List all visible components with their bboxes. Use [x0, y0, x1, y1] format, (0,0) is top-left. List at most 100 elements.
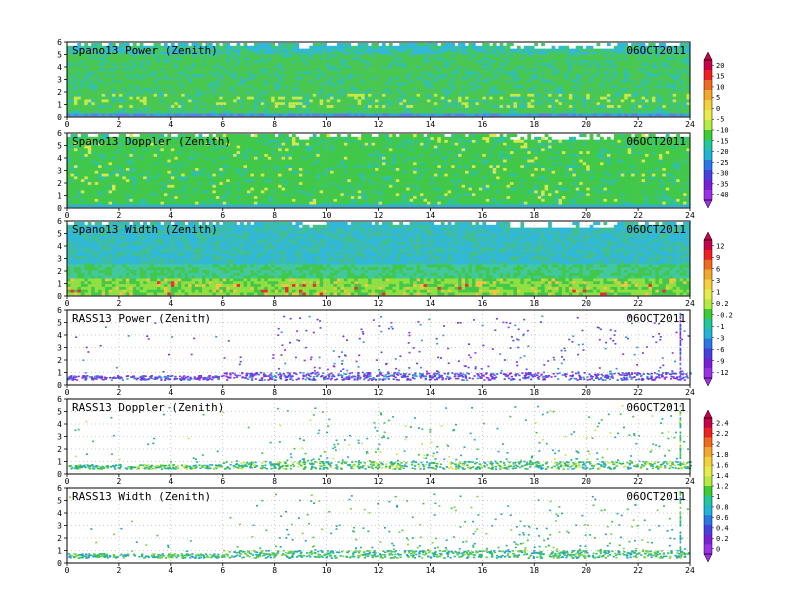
heatmap-cell [119, 110, 123, 113]
heatmap-cell [306, 85, 310, 88]
heatmap-cell [406, 96, 410, 99]
heatmap-cell [178, 94, 182, 97]
heatmap-cell [427, 204, 431, 207]
heatmap-cell [223, 51, 227, 54]
heatmap-cell [441, 43, 445, 46]
heatmap-cell [669, 96, 673, 99]
heatmap-cell [271, 80, 275, 83]
heatmap-cell [309, 110, 313, 113]
heatmap-cell [399, 91, 403, 94]
heatmap-cell [586, 80, 590, 83]
heatmap-cell [475, 68, 479, 71]
heatmap-cell [423, 94, 427, 97]
heatmap-cell [337, 49, 341, 52]
heatmap-cell [593, 57, 597, 60]
heatmap-cell [74, 57, 78, 60]
heatmap-cell [143, 68, 147, 71]
heatmap-cell [271, 43, 275, 46]
heatmap-cell [448, 54, 452, 57]
heatmap-cell [662, 82, 666, 85]
heatmap-cell [410, 46, 414, 49]
heatmap-cell [600, 82, 604, 85]
heatmap-cell [475, 63, 479, 66]
heatmap-cell [181, 204, 185, 207]
heatmap-cell [240, 201, 244, 204]
heatmap-cell [673, 105, 677, 108]
heatmap-cell [576, 60, 580, 63]
heatmap-cell [292, 204, 296, 207]
heatmap-cell [614, 108, 618, 111]
heatmap-cell [583, 201, 587, 204]
heatmap-cell [635, 99, 639, 102]
heatmap-cell [140, 71, 144, 74]
heatmap-cell [334, 85, 338, 88]
heatmap-cell [164, 113, 168, 116]
heatmap-cell [458, 85, 462, 88]
heatmap-cell [652, 74, 656, 77]
heatmap-cell [334, 108, 338, 111]
heatmap-cell [219, 63, 223, 66]
heatmap-cell [102, 94, 106, 97]
heatmap-cell [472, 43, 476, 46]
heatmap-cell [202, 85, 206, 88]
heatmap-cell [199, 91, 203, 94]
heatmap-cell [282, 201, 286, 204]
heatmap-cell [143, 60, 147, 63]
heatmap-cell [223, 82, 227, 85]
heatmap-cell [268, 77, 272, 80]
heatmap-cell [327, 46, 331, 49]
heatmap-cell [569, 99, 573, 102]
heatmap-cell [313, 49, 317, 52]
heatmap-cell [289, 74, 293, 77]
heatmap-cell [458, 91, 462, 94]
heatmap-cell [271, 68, 275, 71]
heatmap-cell [597, 43, 601, 46]
heatmap-cell [569, 96, 573, 99]
heatmap-cell [181, 74, 185, 77]
heatmap-cell [673, 113, 677, 116]
heatmap-cell [316, 96, 320, 99]
heatmap-cell [150, 96, 154, 99]
heatmap-cell [320, 88, 324, 91]
heatmap-cell [264, 68, 268, 71]
heatmap-cell [340, 68, 344, 71]
heatmap-cell [74, 63, 78, 66]
heatmap-cell [676, 57, 680, 60]
heatmap-cell [181, 110, 185, 113]
heatmap-cell [642, 113, 646, 116]
heatmap-cell [642, 108, 646, 111]
heatmap-cell [254, 201, 258, 204]
heatmap-cell [600, 71, 604, 74]
heatmap-cell [652, 113, 656, 116]
heatmap-cell [237, 57, 241, 60]
heatmap-cell [292, 99, 296, 102]
heatmap-cell [548, 63, 552, 66]
heatmap-cell [275, 110, 279, 113]
heatmap-cell [468, 204, 472, 207]
heatmap-cell [427, 57, 431, 60]
heatmap-cell [465, 94, 469, 97]
heatmap-cell [268, 108, 272, 111]
heatmap-cell [434, 46, 438, 49]
heatmap-cell [167, 99, 171, 102]
heatmap-cell [621, 49, 625, 52]
heatmap-cell [289, 60, 293, 63]
heatmap-cell [610, 102, 614, 105]
heatmap-cell [500, 88, 504, 91]
heatmap-cell [160, 68, 164, 71]
heatmap-cell [212, 99, 216, 102]
heatmap-cell [306, 68, 310, 71]
heatmap-cell [299, 110, 303, 113]
heatmap-cell [427, 91, 431, 94]
heatmap-cell [583, 60, 587, 63]
heatmap-cell [289, 63, 293, 66]
heatmap-cell [375, 63, 379, 66]
heatmap-cell [385, 113, 389, 116]
heatmap-cell [365, 94, 369, 97]
heatmap-cell [669, 91, 673, 94]
heatmap-cell [527, 204, 531, 207]
heatmap-cell [648, 96, 652, 99]
heatmap-cell [673, 85, 677, 88]
heatmap-cell [444, 201, 448, 204]
heatmap-cell [420, 63, 424, 66]
